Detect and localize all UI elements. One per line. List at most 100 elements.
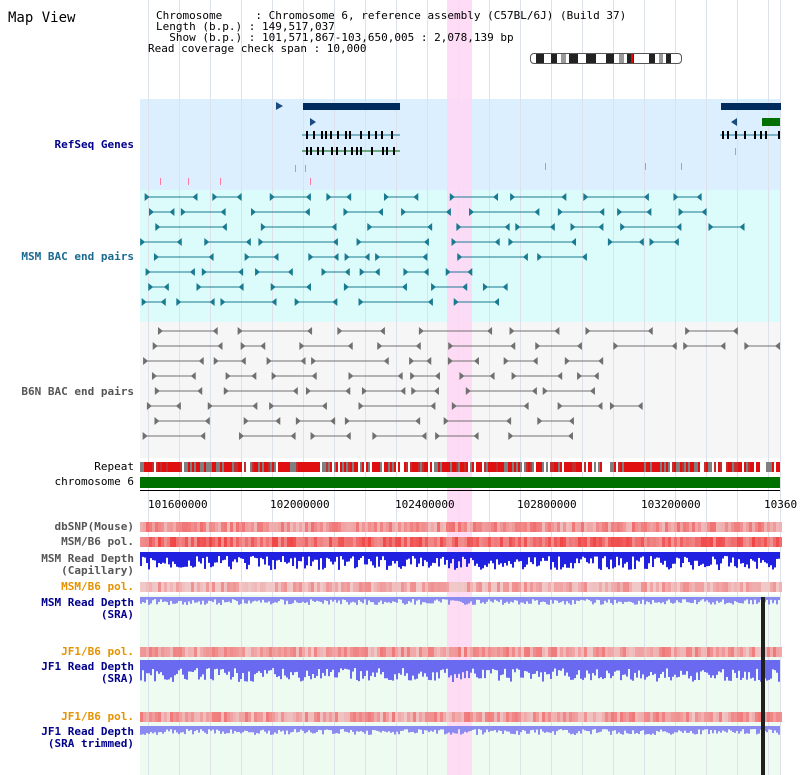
- depth-bar: [142, 552, 144, 557]
- depth-bar: [240, 726, 242, 734]
- bac-end: [330, 417, 336, 425]
- depth-bar: [460, 660, 462, 680]
- depth-bar: [140, 552, 142, 566]
- exon: [330, 131, 332, 139]
- bac-end: [462, 283, 468, 291]
- depth-bar: [498, 597, 500, 603]
- depth-bar: [430, 552, 432, 566]
- heat-cell: [281, 582, 284, 592]
- depth-bar: [362, 726, 364, 733]
- depth-bar: [344, 552, 346, 566]
- depth-bar: [450, 597, 452, 601]
- heat-cell: [593, 537, 596, 547]
- repeat-segment: [694, 462, 696, 472]
- depth-bar: [482, 552, 484, 569]
- depth-bar: [196, 597, 198, 603]
- repeat-segment: [298, 462, 300, 472]
- exon: [325, 131, 327, 139]
- depth-bar: [376, 726, 378, 731]
- depth-bar: [510, 552, 512, 564]
- repeat-segment: [674, 462, 676, 472]
- depth-bar: [696, 552, 698, 561]
- heat-cell: [191, 647, 194, 657]
- ideogram-band: [569, 54, 578, 63]
- heat-cell: [395, 647, 398, 657]
- heat-cell: [449, 582, 452, 592]
- heat-cell: [572, 712, 575, 722]
- heat-cell: [299, 712, 302, 722]
- heat-cell: [695, 582, 698, 592]
- heat-cell: [311, 647, 314, 657]
- heat-cell: [620, 712, 623, 722]
- heat-cell: [167, 582, 170, 592]
- depth-bar: [768, 597, 770, 605]
- bac-end: [456, 223, 462, 231]
- depth-bar: [540, 660, 542, 673]
- bac-end: [504, 223, 510, 231]
- heat-cell: [383, 537, 386, 547]
- msm-bac-label[interactable]: MSM BAC end pairs: [21, 250, 134, 263]
- depth-bar: [356, 597, 358, 605]
- bac-end: [258, 238, 264, 246]
- heat-cell: [569, 647, 572, 657]
- b6n-bac-label[interactable]: B6N BAC end pairs: [21, 385, 134, 398]
- depth-bar: [770, 726, 772, 730]
- heat-cell: [443, 647, 446, 657]
- heat-cell: [290, 647, 293, 657]
- heat-cell: [200, 582, 203, 592]
- repeat-segment: [384, 462, 386, 472]
- depth-bar: [146, 597, 148, 600]
- heat-cell: [620, 537, 623, 547]
- heat-cell: [677, 712, 680, 722]
- heat-cell: [329, 647, 332, 657]
- depth-bar: [182, 660, 184, 675]
- depth-bar: [256, 660, 258, 673]
- bac-end: [647, 327, 653, 335]
- depth-bar: [166, 660, 168, 680]
- heat-cell: [182, 712, 185, 722]
- snp-mark: [220, 178, 221, 185]
- heat-cell: [632, 537, 635, 547]
- heat-cell: [656, 712, 659, 722]
- repeat-segment: [370, 462, 372, 472]
- depth-bar: [394, 660, 396, 675]
- depth-bar: [576, 552, 578, 559]
- heat-cell: [419, 522, 422, 532]
- heat-cell: [257, 712, 260, 722]
- heat-cell: [158, 582, 161, 592]
- heat-cell: [164, 647, 167, 657]
- repeat-segment: [496, 462, 498, 472]
- repeat-segment: [226, 462, 228, 472]
- heat-cell: [173, 522, 176, 532]
- repeat-segment: [192, 462, 194, 472]
- depth-bar: [210, 597, 212, 601]
- repeat-segment: [208, 462, 210, 472]
- depth-bar: [590, 597, 592, 602]
- heat-cell: [668, 582, 671, 592]
- depth-bar: [746, 726, 748, 734]
- heat-cell: [719, 537, 722, 547]
- bac-end: [151, 372, 157, 380]
- refseq-label[interactable]: RefSeq Genes: [54, 138, 134, 151]
- depth-bar: [770, 660, 772, 679]
- heat-cell: [533, 647, 536, 657]
- depth-bar: [736, 597, 738, 603]
- depth-bar: [200, 660, 202, 677]
- heat-cell: [167, 522, 170, 532]
- depth-bar: [380, 726, 382, 733]
- depth-bar: [758, 660, 760, 680]
- heat-cell: [248, 647, 251, 657]
- heat-cell: [743, 582, 746, 592]
- depth-bar: [616, 726, 618, 734]
- depth-bar: [632, 726, 634, 731]
- heat-cell: [737, 712, 740, 722]
- repeat-segment: [462, 462, 464, 472]
- bac-end: [720, 342, 726, 350]
- depth-bar: [690, 597, 692, 604]
- bac-end: [344, 253, 350, 261]
- chromosome-ideogram[interactable]: [530, 53, 682, 64]
- repeat-segment: [580, 462, 582, 472]
- heat-cell: [581, 712, 584, 722]
- depth-bar: [268, 597, 270, 602]
- heat-cell: [566, 647, 569, 657]
